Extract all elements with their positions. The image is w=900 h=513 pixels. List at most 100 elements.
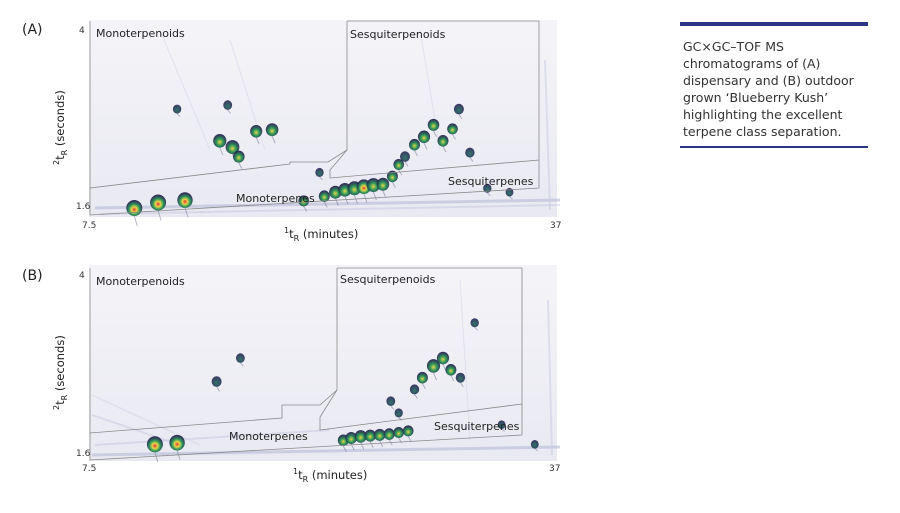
peak-tail-b-15 xyxy=(450,375,455,382)
peak-b-5 xyxy=(345,432,358,444)
peak-tail-a-11 xyxy=(323,201,328,208)
xtick-left-a: 7.5 xyxy=(82,221,96,231)
peak-a-9 xyxy=(223,100,233,110)
peak-tail-a-17 xyxy=(382,190,387,198)
caption-rule-top xyxy=(680,22,868,26)
peak-tail-b-6 xyxy=(360,442,365,450)
peak-b-2 xyxy=(211,376,222,387)
peak-a-18 xyxy=(386,170,398,183)
peak-b-20 xyxy=(470,318,479,328)
peak-tail-a-13 xyxy=(344,196,349,205)
peak-tail-a-22 xyxy=(433,130,437,138)
peak-a-6 xyxy=(250,125,263,138)
peak-tail-a-6 xyxy=(255,137,260,145)
peak-b-1 xyxy=(169,434,185,451)
peak-tail-a-3 xyxy=(219,147,224,156)
peak-tail-b-20 xyxy=(474,326,479,331)
figure-caption: GC×GC–TOF MS chromatograms of (A) dispen… xyxy=(683,39,854,139)
peak-a-26 xyxy=(465,147,475,158)
peak-b-9 xyxy=(383,428,395,440)
peak-tail-a-20 xyxy=(414,150,418,157)
peak-tail-b-3 xyxy=(240,362,244,367)
peak-tail-a-21 xyxy=(423,142,428,150)
panel-label-b: (B) xyxy=(22,268,43,284)
peak-a-24 xyxy=(447,123,458,135)
x-axis-title-a: 1tR (minutes) xyxy=(284,226,358,243)
peak-b-0 xyxy=(146,436,163,453)
region-label-sesquiterpenoids-a: Sesquiterpenoids xyxy=(350,28,446,41)
peak-tail-b-4 xyxy=(342,445,347,452)
peak-a-2 xyxy=(177,192,193,208)
x-axis-title-b: 1tR (minutes) xyxy=(293,467,367,484)
caption-box: GC×GC–TOF MS chromatograms of (A) dispen… xyxy=(680,22,868,148)
peak-tail-a-29 xyxy=(509,196,513,200)
peak-b-12 xyxy=(416,371,428,384)
xtick-left-b: 7.5 xyxy=(82,464,96,474)
region-label-monoterpenes-b: Monoterpenes xyxy=(229,430,308,443)
peak-tail-a-0 xyxy=(133,215,138,227)
peak-tail-a-30 xyxy=(319,176,323,181)
caption-rule-bottom xyxy=(680,146,868,148)
ytick-bottom-a: 1.6 xyxy=(76,202,91,212)
peak-tail-a-19 xyxy=(398,169,403,176)
peak-a-7 xyxy=(265,123,279,137)
peak-a-22 xyxy=(427,118,440,131)
region-label-sesquiterpenes-a: Sesquiterpenes xyxy=(448,175,534,188)
peak-b-13 xyxy=(426,359,441,373)
ytick-top-b: 4 xyxy=(79,271,85,281)
xtick-right-a: 37 xyxy=(550,221,561,231)
peak-tail-b-22 xyxy=(534,448,539,452)
peak-b-3 xyxy=(236,353,245,363)
peak-b-15 xyxy=(445,364,457,376)
peak-b-17 xyxy=(455,372,466,383)
peak-b-16 xyxy=(409,384,420,395)
peak-a-0 xyxy=(126,200,143,216)
peak-tail-a-26 xyxy=(469,157,474,162)
peak-tail-b-21 xyxy=(501,428,505,432)
peak-tail-a-9 xyxy=(227,109,232,114)
peak-a-27 xyxy=(400,151,410,162)
peak-tail-a-16 xyxy=(372,191,377,201)
peak-tail-b-16 xyxy=(414,394,418,399)
peak-b-11 xyxy=(402,425,414,437)
peak-a-11 xyxy=(318,190,330,202)
y-axis-title-b: 2tR (seconds) xyxy=(52,335,69,410)
y-axis-title-a: 2tR (seconds) xyxy=(52,90,69,165)
peak-a-1 xyxy=(150,194,167,211)
region-label-monoterpenoids-a: Monoterpenoids xyxy=(96,27,185,40)
peak-tail-a-28 xyxy=(486,192,491,197)
peak-tail-a-27 xyxy=(404,161,409,167)
peak-tail-a-23 xyxy=(442,146,447,153)
region-border-sesquiterpenoids-a xyxy=(329,20,540,179)
peak-a-23 xyxy=(437,135,449,147)
xtick-right-b: 37 xyxy=(549,464,560,474)
region-label-sesquiterpenes-b: Sesquiterpenes xyxy=(434,420,520,433)
peak-b-7 xyxy=(364,429,377,442)
ytick-bottom-b: 1.6 xyxy=(76,449,91,459)
peak-a-21 xyxy=(417,130,431,144)
peak-tail-a-1 xyxy=(157,210,162,221)
peak-tail-b-7 xyxy=(369,441,374,448)
region-label-sesquiterpenoids-b: Sesquiterpenoids xyxy=(340,273,436,286)
region-label-monoterpenes-a: Monoterpenes xyxy=(236,192,315,205)
peak-b-14 xyxy=(436,351,450,365)
peak-a-29 xyxy=(505,187,514,197)
peak-a-17 xyxy=(376,177,390,191)
peak-a-25 xyxy=(453,103,464,115)
peak-a-5 xyxy=(233,150,245,163)
peak-tail-b-8 xyxy=(379,440,384,448)
chromatogram-b: Monoterpenoids Sesquiterpenoids Monoterp… xyxy=(52,265,560,484)
peak-a-3 xyxy=(213,134,227,148)
peak-a-16 xyxy=(366,178,381,193)
peak-tail-a-25 xyxy=(458,114,463,120)
region-border-terpenes-a xyxy=(89,160,540,216)
region-border-terpenes-b xyxy=(89,404,523,461)
baseline-streaks-b xyxy=(91,279,561,457)
region-label-monoterpenoids-b: Monoterpenoids xyxy=(96,275,185,288)
peak-b-19 xyxy=(394,408,403,418)
peak-a-28 xyxy=(483,183,492,193)
peak-tail-b-17 xyxy=(459,382,464,388)
plot-area-a xyxy=(89,20,557,217)
peak-tail-a-24 xyxy=(452,134,456,140)
